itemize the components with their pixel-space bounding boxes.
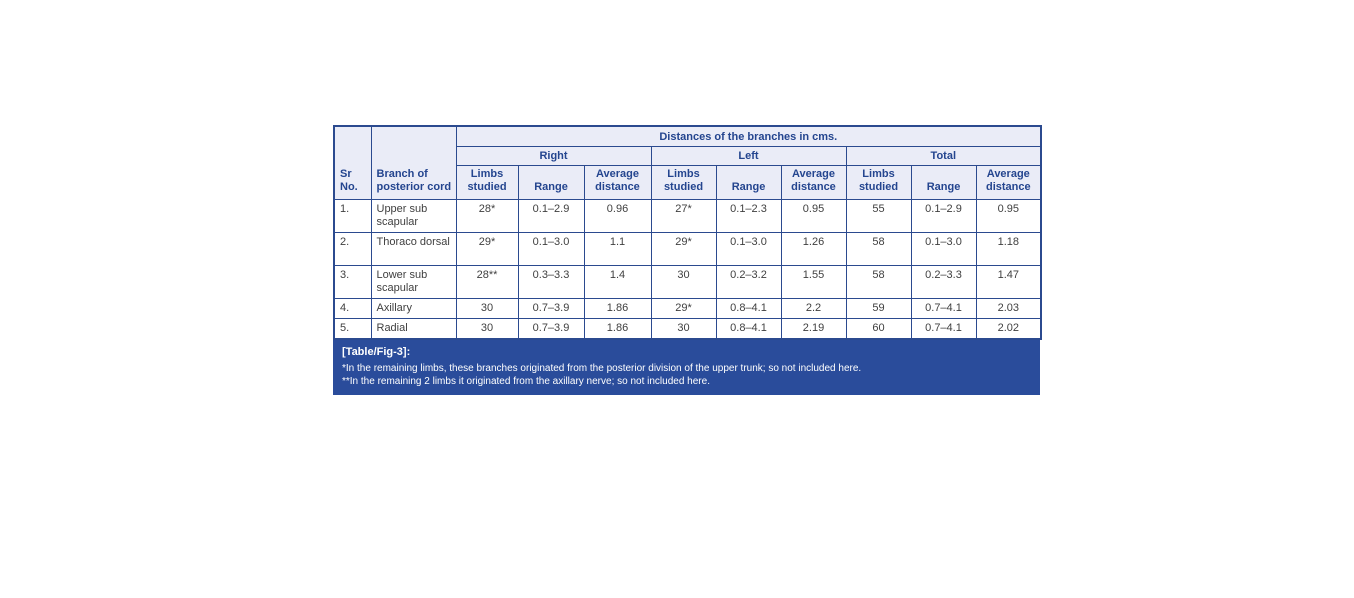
cell-total-avg: 2.02 [975,318,1042,340]
cell-right-limbs: 30 [455,318,519,340]
header-distances-title: Distances of the branches in cms. [455,125,1042,147]
subheader-left-range: Range [715,165,782,200]
group-header-left: Left [650,146,847,166]
cell-total-limbs: 58 [845,232,912,266]
cell-branch: Thoraco dorsal [370,232,457,266]
group-header-right: Right [455,146,652,166]
cell-left-range: 0.8–4.1 [715,318,782,340]
table-row: 4. Axillary 30 0.7–3.9 1.86 29* 0.8–4.1 … [333,298,1042,319]
cell-total-range: 0.1–2.9 [910,199,977,233]
cell-total-limbs: 59 [845,298,912,319]
cell-right-range: 0.1–3.0 [517,232,585,266]
cell-right-limbs: 28** [455,265,519,299]
cell-right-limbs: 30 [455,298,519,319]
header-sr-no: Sr No. [333,125,372,200]
table-caption-title: [Table/Fig-3]: [342,346,411,358]
cell-right-avg: 1.1 [583,232,652,266]
table-figure: Sr No. Branch of posterior cord Distance… [333,125,1043,395]
subheader-right-avg: Average distance [583,165,652,200]
cell-sr: 4. [333,298,372,319]
cell-sr: 5. [333,318,372,340]
cell-total-avg: 0.95 [975,199,1042,233]
table-row: 2. Thoraco dorsal 29* 0.1–3.0 1.1 29* 0.… [333,232,1042,266]
cell-right-avg: 0.96 [583,199,652,233]
cell-left-range: 0.8–4.1 [715,298,782,319]
subheader-total-limbs: Limbs studied [845,165,912,200]
cell-sr: 1. [333,199,372,233]
cell-total-avg: 2.03 [975,298,1042,319]
subheader-total-avg: Average distance [975,165,1042,200]
cell-left-limbs: 30 [650,265,717,299]
cell-branch: Upper sub scapular [370,199,457,233]
cell-right-limbs: 29* [455,232,519,266]
cell-total-limbs: 60 [845,318,912,340]
cell-right-limbs: 28* [455,199,519,233]
cell-branch: Lower sub scapular [370,265,457,299]
cell-left-avg: 2.2 [780,298,847,319]
cell-left-limbs: 29* [650,232,717,266]
cell-sr: 3. [333,265,372,299]
cell-sr: 2. [333,232,372,266]
table-row: 1. Upper sub scapular 28* 0.1–2.9 0.96 2… [333,199,1042,233]
cell-total-range: 0.2–3.3 [910,265,977,299]
group-header-total: Total [845,146,1042,166]
subheader-left-limbs: Limbs studied [650,165,717,200]
cell-left-avg: 2.19 [780,318,847,340]
cell-total-range: 0.7–4.1 [910,298,977,319]
table-row: 5. Radial 30 0.7–3.9 1.86 30 0.8–4.1 2.1… [333,318,1042,340]
subheader-right-limbs: Limbs studied [455,165,519,200]
footnote-double-asterisk: **In the remaining 2 limbs it originated… [342,376,710,387]
cell-branch: Axillary [370,298,457,319]
table-header: Sr No. Branch of posterior cord Distance… [333,125,1042,200]
cell-left-range: 0.1–2.3 [715,199,782,233]
cell-total-limbs: 55 [845,199,912,233]
cell-right-avg: 1.4 [583,265,652,299]
cell-left-range: 0.1–3.0 [715,232,782,266]
subheader-left-avg: Average distance [780,165,847,200]
cell-left-range: 0.2–3.2 [715,265,782,299]
cell-left-limbs: 29* [650,298,717,319]
table-caption-block: [Table/Fig-3]: *In the remaining limbs, … [333,340,1040,395]
cell-left-avg: 0.95 [780,199,847,233]
cell-left-limbs: 30 [650,318,717,340]
cell-total-range: 0.1–3.0 [910,232,977,266]
subheader-total-range: Range [910,165,977,200]
cell-right-range: 0.1–2.9 [517,199,585,233]
cell-left-limbs: 27* [650,199,717,233]
cell-right-avg: 1.86 [583,298,652,319]
cell-right-range: 0.7–3.9 [517,318,585,340]
subheader-right-range: Range [517,165,585,200]
cell-branch: Radial [370,318,457,340]
cell-total-limbs: 58 [845,265,912,299]
cell-right-range: 0.7–3.9 [517,298,585,319]
cell-left-avg: 1.26 [780,232,847,266]
table-body: 1. Upper sub scapular 28* 0.1–2.9 0.96 2… [333,199,1042,340]
footnote-single-asterisk: *In the remaining limbs, these branches … [342,363,862,374]
cell-total-range: 0.7–4.1 [910,318,977,340]
cell-total-avg: 1.18 [975,232,1042,266]
cell-right-avg: 1.86 [583,318,652,340]
cell-total-avg: 1.47 [975,265,1042,299]
cell-right-range: 0.3–3.3 [517,265,585,299]
cell-left-avg: 1.55 [780,265,847,299]
table-row: 3. Lower sub scapular 28** 0.3–3.3 1.4 3… [333,265,1042,299]
header-branch: Branch of posterior cord [370,125,457,200]
distances-table: Sr No. Branch of posterior cord Distance… [333,125,1043,340]
